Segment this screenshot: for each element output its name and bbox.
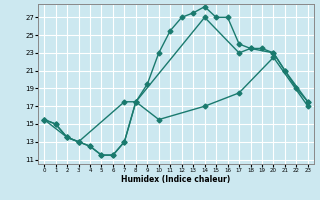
X-axis label: Humidex (Indice chaleur): Humidex (Indice chaleur) — [121, 175, 231, 184]
